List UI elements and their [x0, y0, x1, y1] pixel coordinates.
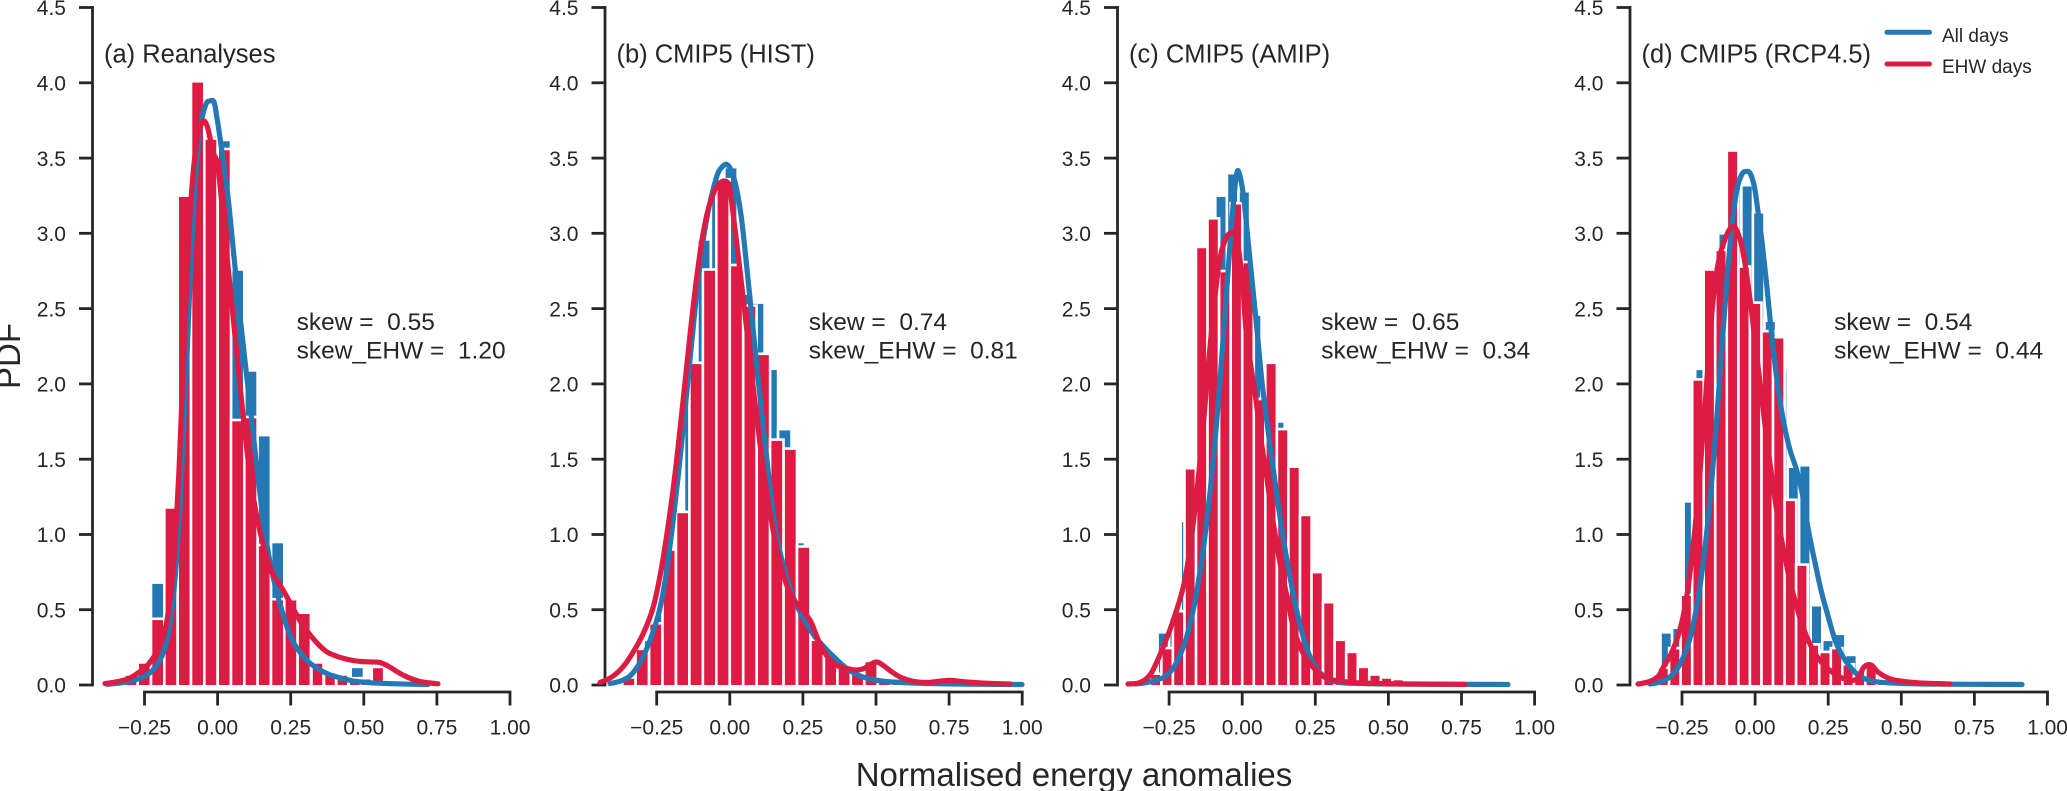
svg-text:(b) CMIP5 (HIST): (b) CMIP5 (HIST) — [617, 41, 815, 69]
svg-text:0.00: 0.00 — [709, 717, 750, 740]
svg-text:2.0: 2.0 — [1574, 374, 1603, 397]
svg-text:0.50: 0.50 — [856, 717, 897, 740]
svg-text:4.0: 4.0 — [549, 73, 578, 96]
svg-text:skew_EHW = 1.20: skew_EHW = 1.20 — [297, 338, 506, 365]
svg-text:0.75: 0.75 — [929, 717, 970, 740]
svg-text:skew = 0.65: skew = 0.65 — [1321, 309, 1459, 336]
svg-text:0.0: 0.0 — [37, 675, 66, 698]
svg-text:3.5: 3.5 — [1062, 148, 1091, 171]
svg-text:2.5: 2.5 — [1574, 298, 1603, 321]
svg-text:0.25: 0.25 — [782, 717, 823, 740]
svg-text:1.0: 1.0 — [1062, 524, 1091, 547]
svg-text:skew_EHW = 0.44: skew_EHW = 0.44 — [1834, 338, 2043, 365]
svg-text:0.25: 0.25 — [1808, 717, 1849, 740]
svg-text:2.0: 2.0 — [1062, 374, 1091, 397]
svg-text:−0.25: −0.25 — [1143, 717, 1196, 740]
svg-text:4.5: 4.5 — [37, 0, 66, 20]
svg-text:−0.25: −0.25 — [118, 717, 171, 740]
svg-text:2.5: 2.5 — [37, 298, 66, 321]
svg-text:0.25: 0.25 — [270, 717, 311, 740]
svg-text:0.75: 0.75 — [416, 717, 457, 740]
svg-text:0.75: 0.75 — [1954, 717, 1995, 740]
svg-text:(a) Reanalyses: (a) Reanalyses — [104, 41, 276, 69]
svg-text:2.5: 2.5 — [549, 298, 578, 321]
svg-text:3.0: 3.0 — [1574, 223, 1603, 246]
svg-text:3.0: 3.0 — [549, 223, 578, 246]
svg-text:3.0: 3.0 — [37, 223, 66, 246]
svg-text:1.00: 1.00 — [1514, 717, 1555, 740]
svg-text:0.50: 0.50 — [343, 717, 384, 740]
svg-text:(d) CMIP5 (RCP4.5): (d) CMIP5 (RCP4.5) — [1642, 41, 1872, 69]
svg-text:skew = 0.74: skew = 0.74 — [809, 309, 947, 336]
svg-text:3.5: 3.5 — [37, 148, 66, 171]
svg-text:3.5: 3.5 — [549, 148, 578, 171]
svg-text:3.0: 3.0 — [1062, 223, 1091, 246]
svg-text:−0.25: −0.25 — [1655, 717, 1708, 740]
svg-text:3.5: 3.5 — [1574, 148, 1603, 171]
svg-text:1.5: 1.5 — [1062, 449, 1091, 472]
svg-text:Normalised energy anomalies: Normalised energy anomalies — [856, 756, 1293, 791]
svg-text:0.5: 0.5 — [37, 599, 66, 622]
svg-text:0.5: 0.5 — [549, 599, 578, 622]
svg-text:0.00: 0.00 — [197, 717, 238, 740]
svg-text:EHW days: EHW days — [1942, 57, 2032, 78]
svg-text:−0.25: −0.25 — [630, 717, 683, 740]
svg-text:1.5: 1.5 — [549, 449, 578, 472]
svg-text:skew = 0.55: skew = 0.55 — [297, 309, 435, 336]
svg-text:0.00: 0.00 — [1735, 717, 1776, 740]
svg-text:1.5: 1.5 — [1574, 449, 1603, 472]
svg-text:skew_EHW = 0.81: skew_EHW = 0.81 — [809, 338, 1018, 365]
svg-text:0.0: 0.0 — [549, 675, 578, 698]
svg-text:4.0: 4.0 — [37, 73, 66, 96]
svg-text:4.0: 4.0 — [1062, 73, 1091, 96]
svg-text:PDF: PDF — [0, 323, 27, 389]
svg-text:1.0: 1.0 — [1574, 524, 1603, 547]
svg-text:4.5: 4.5 — [549, 0, 578, 20]
svg-text:4.0: 4.0 — [1574, 73, 1603, 96]
svg-text:1.0: 1.0 — [37, 524, 66, 547]
svg-text:4.5: 4.5 — [1574, 0, 1603, 20]
svg-text:(c) CMIP5 (AMIP): (c) CMIP5 (AMIP) — [1129, 41, 1330, 69]
svg-text:0.5: 0.5 — [1062, 599, 1091, 622]
svg-text:1.0: 1.0 — [549, 524, 578, 547]
svg-text:All days: All days — [1942, 26, 2009, 47]
svg-text:skew = 0.54: skew = 0.54 — [1834, 309, 1972, 336]
svg-text:0.5: 0.5 — [1574, 599, 1603, 622]
svg-text:2.5: 2.5 — [1062, 298, 1091, 321]
svg-text:0.50: 0.50 — [1368, 717, 1409, 740]
svg-text:0.0: 0.0 — [1574, 675, 1603, 698]
svg-text:1.00: 1.00 — [1002, 717, 1043, 740]
svg-text:2.0: 2.0 — [549, 374, 578, 397]
svg-text:1.00: 1.00 — [2027, 717, 2067, 740]
svg-text:skew_EHW = 0.34: skew_EHW = 0.34 — [1321, 338, 1530, 365]
svg-text:0.50: 0.50 — [1881, 717, 1922, 740]
svg-text:1.5: 1.5 — [37, 449, 66, 472]
svg-text:0.25: 0.25 — [1295, 717, 1336, 740]
svg-text:4.5: 4.5 — [1062, 0, 1091, 20]
svg-text:0.0: 0.0 — [1062, 675, 1091, 698]
svg-text:0.00: 0.00 — [1222, 717, 1263, 740]
svg-text:0.75: 0.75 — [1441, 717, 1482, 740]
svg-text:2.0: 2.0 — [37, 374, 66, 397]
svg-text:1.00: 1.00 — [490, 717, 531, 740]
